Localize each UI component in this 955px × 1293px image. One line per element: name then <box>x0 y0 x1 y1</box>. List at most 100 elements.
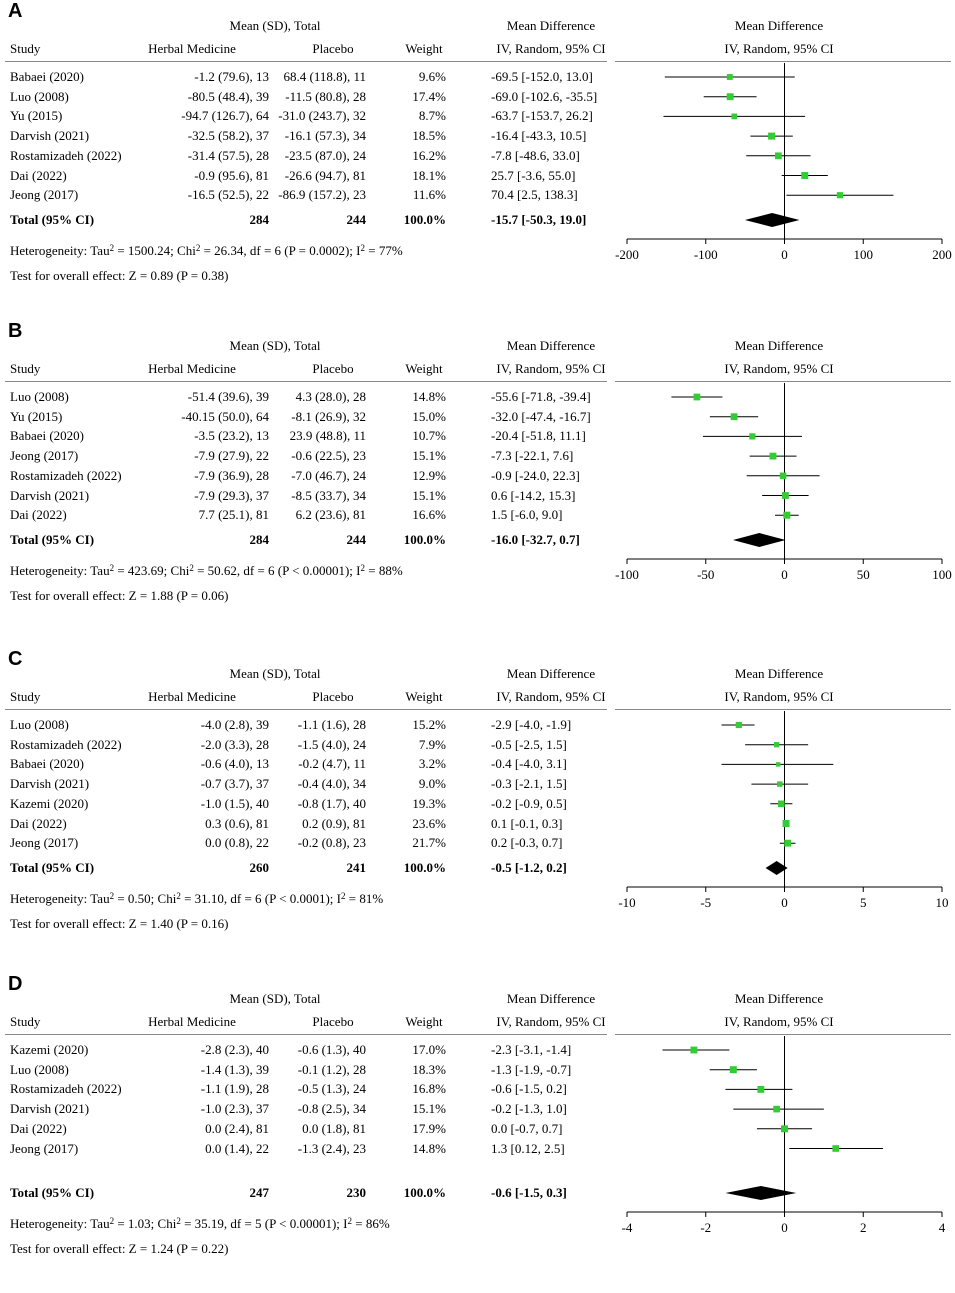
herbal-value: -2.0 (3.3), 28 <box>200 736 269 752</box>
weight-value: 17.4% <box>412 88 446 104</box>
herbal-value: -1.0 (1.5), 40 <box>200 795 269 811</box>
placebo-value: 4.3 (28.0), 28 <box>295 389 366 404</box>
heterogeneity-text: Heterogeneity: Tau2 = 423.69; Chi2 = 50.… <box>10 563 403 579</box>
effect-marker <box>730 413 738 421</box>
study-name: Luo (2008) <box>10 1061 69 1077</box>
placebo-value: -1.3 (2.4), 23 <box>297 1140 366 1156</box>
heterogeneity-part: = 81% <box>345 891 384 906</box>
ci-value: -0.2 [-1.3, 1.0] <box>491 1101 567 1117</box>
herbal-value: 7.7 (25.1), 81 <box>198 507 269 523</box>
weight-value: 9.0% <box>418 776 446 792</box>
herbal-value: -0.9 (95.6), 81 <box>194 167 269 183</box>
ci-value: 0.0 [-0.7, 0.7] <box>491 1120 563 1136</box>
placebo-value: 0.0 (1.8), 81 <box>302 1120 366 1136</box>
overall-effect-text: Test for overall effect: Z = 0.89 (P = 0… <box>10 268 229 283</box>
heterogeneity-part: = 50.62, df = 6 (P < 0.00001); I <box>193 563 361 578</box>
plot-header: Mean Difference <box>734 991 824 1006</box>
effect-marker <box>836 192 844 199</box>
herbal-value: -4.0 (2.8), 39 <box>200 717 269 732</box>
weight-value: 18.3% <box>412 1061 446 1077</box>
heterogeneity-part: = 1.03; Chi <box>114 1216 177 1231</box>
effect-marker <box>784 839 792 847</box>
effect-marker <box>783 511 791 519</box>
effect-marker <box>782 492 789 499</box>
plot-header-divider <box>615 61 951 62</box>
ci-value: -69.5 [-152.0, 13.0] <box>491 69 593 84</box>
study-name: Babaei (2020) <box>10 756 85 772</box>
ci-value: 0.1 [-0.1, 0.3] <box>491 815 563 831</box>
total-herbal: 284 <box>249 532 270 547</box>
weight-column-header: Weight <box>405 361 443 376</box>
weight-value: 19.3% <box>412 795 446 811</box>
ci-value: -0.2 [-0.9, 0.5] <box>491 795 567 811</box>
overall-effect-text: Test for overall effect: Z = 1.40 (P = 0… <box>10 916 229 931</box>
total-weight: 100.0% <box>403 532 446 547</box>
ci-value: -0.6 [-1.5, 0.2] <box>491 1081 567 1097</box>
placebo-column-header: Placebo <box>312 361 354 376</box>
study-name: Rostamizadeh (2022) <box>10 147 122 163</box>
total-weight: 100.0% <box>403 212 446 227</box>
ci-column-header: IV, Random, 95% CI <box>496 361 606 376</box>
heterogeneity-part: = 35.19, df = 5 (P < 0.00001); I <box>180 1216 348 1231</box>
heterogeneity-text: Heterogeneity: Tau2 = 1.03; Chi2 = 35.19… <box>10 1216 390 1232</box>
effect-marker <box>757 1085 765 1093</box>
placebo-value: -16.1 (57.3), 34 <box>284 128 366 144</box>
weight-value: 23.6% <box>412 815 446 831</box>
header-divider <box>5 709 607 710</box>
study-name: Darvish (2021) <box>10 776 90 792</box>
ci-value: 70.4 [2.5, 138.3] <box>491 187 578 203</box>
heterogeneity-part: = 86% <box>351 1216 390 1231</box>
heterogeneity-part: Heterogeneity: Tau <box>10 891 110 906</box>
study-column-header: Study <box>10 1014 41 1029</box>
study-name: Dai (2022) <box>10 1120 67 1136</box>
effect-marker <box>778 800 785 808</box>
study-column-header: Study <box>10 689 41 704</box>
herbal-value: -31.4 (57.5), 28 <box>187 147 269 163</box>
ci-value: -55.6 [-71.8, -39.4] <box>491 389 591 404</box>
weight-value: 14.8% <box>412 1140 446 1156</box>
effect-marker <box>726 93 734 101</box>
placebo-value: 6.2 (23.6), 81 <box>295 507 366 523</box>
effect-marker <box>801 172 809 179</box>
effect-marker <box>773 742 780 748</box>
header-divider <box>5 61 607 62</box>
superscript: 2 <box>176 891 181 901</box>
effect-marker <box>777 781 783 787</box>
placebo-value: -1.5 (4.0), 24 <box>297 736 366 752</box>
heterogeneity-text: Heterogeneity: Tau2 = 0.50; Chi2 = 31.10… <box>10 891 383 907</box>
md-header: Mean Difference <box>506 338 596 353</box>
x-tick-label: 0 <box>781 895 788 910</box>
weight-value: 14.8% <box>412 389 446 404</box>
heterogeneity-part: = 0.50; Chi <box>114 891 177 906</box>
forest-panel-b: B Mean (SD), Total Mean Difference Mean Dif… <box>0 320 955 640</box>
heterogeneity-text: Heterogeneity: Tau2 = 1500.24; Chi2 = 26… <box>10 243 403 259</box>
total-herbal: 260 <box>249 860 270 875</box>
herbal-value: -80.5 (48.4), 39 <box>187 88 269 104</box>
placebo-column-header: Placebo <box>312 689 354 704</box>
x-tick-label: 100 <box>854 247 874 262</box>
study-name: Rostamizadeh (2022) <box>10 1081 122 1097</box>
total-herbal: 284 <box>249 212 270 227</box>
panel-letter: A <box>8 0 23 22</box>
weight-column-header: Weight <box>405 1014 443 1029</box>
placebo-value: -0.6 (1.3), 40 <box>297 1042 366 1057</box>
superscript: 2 <box>189 563 194 573</box>
total-ci: -0.6 [-1.5, 0.3] <box>491 1185 567 1200</box>
pooled-effect-diamond <box>732 533 786 547</box>
x-tick-label: -5 <box>700 895 711 910</box>
placebo-value: 23.9 (48.8), 11 <box>289 428 366 444</box>
x-tick-label: 200 <box>932 247 952 262</box>
placebo-value: -0.1 (1.2), 28 <box>297 1061 366 1077</box>
study-name: Babaei (2020) <box>10 69 85 84</box>
forest-panel-c: C Mean (SD), Total Mean Difference Mean Dif… <box>0 648 955 968</box>
weight-value: 15.0% <box>412 408 446 424</box>
weight-value: 15.1% <box>412 1101 446 1117</box>
placebo-value: -11.5 (80.8), 28 <box>285 88 366 104</box>
herbal-value: -40.15 (50.0), 64 <box>181 408 269 424</box>
weight-column-header: Weight <box>405 41 443 56</box>
forest-panel-d: D Mean (SD), Total Mean Difference Mean Dif… <box>0 973 955 1293</box>
herbal-value: -3.5 (23.2), 13 <box>194 428 269 444</box>
ci-value: -20.4 [-51.8, 11.1] <box>491 428 586 444</box>
study-name: Darvish (2021) <box>10 128 90 144</box>
heterogeneity-part: = 88% <box>364 563 403 578</box>
